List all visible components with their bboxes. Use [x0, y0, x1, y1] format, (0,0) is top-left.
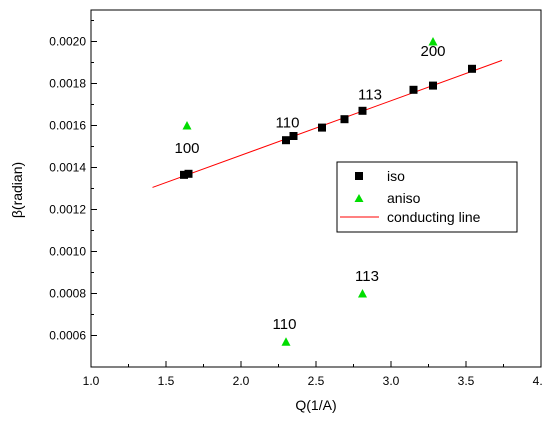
iso-point: [409, 85, 418, 94]
aniso-point: [428, 37, 438, 46]
x-tick-label: 4.0: [533, 374, 543, 388]
aniso-point: [281, 337, 291, 346]
legend-line-label: conducting line: [387, 209, 481, 225]
y-tick-label: 0.0006: [49, 329, 86, 343]
legend-box: [336, 161, 518, 233]
iso-point: [289, 132, 298, 140]
annotations: 100 110 113 200 113 110: [174, 43, 445, 333]
x-tick-label: 2.0: [233, 374, 250, 388]
x-axis-ticks: 1.0 1.5 2.0 2.5 3.0 3.5 4.0: [83, 361, 543, 388]
x-tick-label: 1.5: [158, 374, 175, 388]
y-tick-label: 0.0018: [49, 77, 86, 91]
y-axis-ticks: 0.0006 0.0008 0.0010 0.0012 0.0014 0.0016 0.00…: [49, 20, 97, 343]
aniso-point: [182, 121, 192, 130]
legend-aniso-marker: [354, 194, 364, 202]
iso-point: [180, 170, 188, 179]
series-layer: [152, 37, 503, 346]
y-tick-label: 0.0008: [49, 287, 86, 301]
annotation-label: 110: [273, 316, 297, 333]
annotation-label: 200: [420, 43, 445, 60]
annotation-label: 100: [174, 140, 199, 157]
x-tick-label: 1.0: [83, 374, 100, 388]
y-tick-label: 0.0012: [49, 203, 86, 217]
iso-point: [318, 123, 326, 132]
conducting-line: [152, 59, 503, 188]
y-tick-label: 0.0014: [49, 161, 86, 175]
y-axis-title: β(radian): [9, 162, 25, 218]
iso-point: [184, 169, 193, 178]
x-tick-label: 3.5: [458, 374, 475, 388]
annotation-label: 113: [355, 268, 379, 285]
annotation-label: 110: [276, 115, 300, 132]
iso-point: [340, 115, 349, 124]
x-tick-label: 3.0: [383, 374, 400, 388]
y-tick-label: 0.0020: [49, 35, 86, 49]
iso-point: [429, 81, 437, 90]
legend-aniso-label: aniso: [387, 190, 421, 206]
iso-point: [468, 64, 476, 73]
y-tick-label: 0.0010: [49, 245, 86, 259]
x-tick-label: 2.5: [308, 374, 325, 388]
legend-iso-label: iso: [387, 168, 405, 184]
legend-iso-marker: [355, 172, 363, 180]
iso-point: [282, 136, 290, 145]
annotation-label: 113: [358, 86, 382, 103]
x-axis-title: Q(1/A): [295, 397, 336, 413]
iso-point: [358, 106, 367, 115]
y-tick-label: 0.0016: [49, 119, 86, 133]
legend: iso aniso conducting line: [336, 161, 518, 233]
aniso-point: [358, 289, 367, 298]
